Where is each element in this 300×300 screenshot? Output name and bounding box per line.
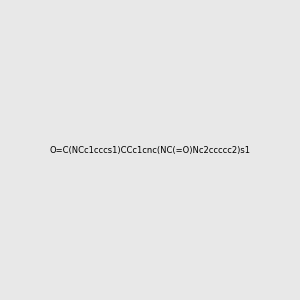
Text: O=C(NCc1cccs1)CCc1cnc(NC(=O)Nc2ccccc2)s1: O=C(NCc1cccs1)CCc1cnc(NC(=O)Nc2ccccc2)s1: [50, 146, 250, 154]
